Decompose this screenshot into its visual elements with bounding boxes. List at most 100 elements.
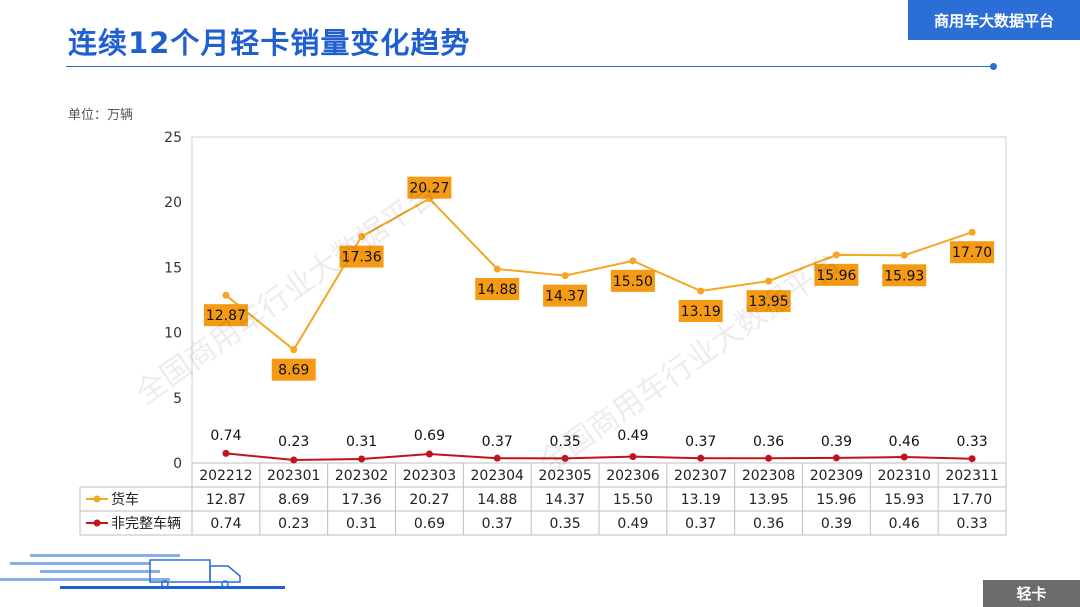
x-category-label: 202310: [878, 468, 931, 484]
truck-decoration-icon: [0, 554, 285, 589]
x-category-label: 202306: [606, 468, 660, 484]
data-label-box: [407, 176, 452, 199]
legend-label: 货车: [111, 491, 139, 508]
data-label: 17.36: [342, 250, 382, 266]
table-cell: 14.37: [545, 492, 585, 508]
brand-badge: 商用车大数据平台: [908, 0, 1080, 40]
legend-marker: [93, 495, 101, 503]
data-label: 14.37: [545, 289, 585, 305]
data-point: [832, 454, 840, 462]
table-cell: 0.37: [482, 516, 513, 532]
table-cell: 0.23: [278, 516, 309, 532]
data-point: [290, 456, 298, 464]
table-cell: 0.39: [821, 516, 852, 532]
data-label: 20.27: [409, 181, 449, 197]
divider-dot: [990, 63, 997, 70]
series-line: [225, 452, 973, 462]
data-label: 15.96: [816, 268, 856, 284]
data-point: [900, 251, 908, 259]
category-tag: 轻卡: [983, 580, 1080, 607]
data-point: [222, 449, 230, 457]
data-label-box: [543, 284, 588, 307]
data-label: 13.19: [681, 304, 721, 320]
x-category-label: 202303: [403, 468, 456, 484]
data-label: 0.69: [414, 428, 445, 444]
data-label: 0.36: [753, 434, 784, 450]
x-category-label: 202212: [199, 468, 252, 484]
data-label: 0.33: [956, 434, 987, 450]
table-cell: 0.69: [414, 516, 445, 532]
data-label: 13.95: [749, 294, 789, 310]
table-cell: 0.36: [753, 516, 784, 532]
data-point: [561, 454, 569, 462]
data-label-box: [746, 290, 791, 313]
table-cell: 8.69: [278, 492, 309, 508]
data-label: 0.35: [549, 434, 580, 450]
data-point: [493, 454, 501, 462]
table-cell: 13.19: [681, 492, 721, 508]
data-label-box: [814, 263, 859, 286]
data-label: 0.37: [685, 434, 716, 450]
table-cell: 17.70: [952, 492, 992, 508]
data-point: [765, 454, 773, 462]
data-label: 14.88: [477, 282, 517, 298]
y-tick-label: 25: [164, 130, 182, 146]
y-tick-label: 0: [173, 456, 182, 472]
data-point: [425, 450, 433, 458]
y-tick-label: 10: [164, 326, 182, 342]
x-category-label: 202308: [742, 468, 795, 484]
data-label-box: [475, 277, 520, 300]
data-point: [697, 454, 705, 462]
table-cell: 15.93: [884, 492, 924, 508]
page-title: 连续12个月轻卡销量变化趋势: [68, 26, 471, 60]
table-cell: 20.27: [409, 492, 449, 508]
table-cell: 0.37: [685, 516, 716, 532]
data-label: 8.69: [278, 363, 309, 379]
x-category-label: 202311: [945, 468, 998, 484]
legend-label: 非完整车辆: [111, 515, 181, 532]
data-label: 0.31: [346, 434, 377, 450]
data-point: [832, 251, 840, 259]
data-label-box: [203, 304, 248, 327]
table-cell: 0.46: [889, 516, 920, 532]
data-point: [765, 277, 773, 285]
data-label-box: [882, 264, 927, 287]
table-cell: 12.87: [206, 492, 246, 508]
data-point: [968, 455, 976, 463]
data-label: 0.39: [821, 434, 852, 450]
table-cell: 0.74: [210, 516, 241, 532]
data-point: [358, 455, 366, 463]
x-category-label: 202307: [674, 468, 727, 484]
data-label-box: [950, 241, 995, 264]
data-point: [697, 287, 705, 295]
table-cell: 0.35: [549, 516, 580, 532]
table-cell: 0.31: [346, 516, 377, 532]
y-tick-label: 5: [173, 391, 182, 407]
table-cell: 14.88: [477, 492, 517, 508]
table-cell: 15.50: [613, 492, 653, 508]
title-divider: [66, 66, 994, 67]
data-label: 0.49: [617, 428, 648, 444]
data-label: 15.50: [613, 274, 653, 290]
x-category-label: 202309: [810, 468, 863, 484]
data-point: [493, 265, 501, 273]
data-point: [222, 291, 230, 299]
x-category-label: 202304: [471, 468, 525, 484]
data-point: [629, 453, 637, 461]
data-label: 17.70: [952, 245, 992, 261]
data-label: 15.93: [884, 268, 924, 284]
data-point: [358, 233, 366, 241]
data-label-box: [678, 300, 723, 323]
data-point: [900, 453, 908, 461]
table-cell: 15.96: [816, 492, 856, 508]
data-point: [968, 228, 976, 236]
y-tick-label: 15: [164, 260, 182, 276]
data-label: 0.37: [482, 434, 513, 450]
data-label: 0.74: [210, 428, 241, 444]
data-label-box: [339, 245, 384, 268]
x-category-label: 202305: [538, 468, 591, 484]
table-cell: 0.49: [617, 516, 648, 532]
data-label-box: [271, 358, 316, 381]
data-label-box: [610, 269, 655, 292]
